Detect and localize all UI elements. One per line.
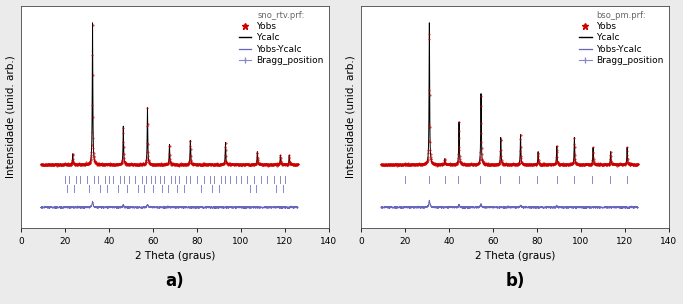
Y-axis label: Intensidade (unid. arb.): Intensidade (unid. arb.) [346, 55, 356, 178]
Legend: Yobs, Ycalc, Yobs-Ycalc, Bragg_position: Yobs, Ycalc, Yobs-Ycalc, Bragg_position [235, 7, 327, 69]
Legend: Yobs, Ycalc, Yobs-Ycalc, Bragg_position: Yobs, Ycalc, Yobs-Ycalc, Bragg_position [575, 7, 667, 69]
Text: b): b) [505, 272, 525, 290]
X-axis label: 2 Theta (graus): 2 Theta (graus) [475, 251, 555, 261]
X-axis label: 2 Theta (graus): 2 Theta (graus) [135, 251, 215, 261]
Text: a): a) [166, 272, 184, 290]
Y-axis label: Intensidade (unid. arb.): Intensidade (unid. arb.) [5, 55, 16, 178]
